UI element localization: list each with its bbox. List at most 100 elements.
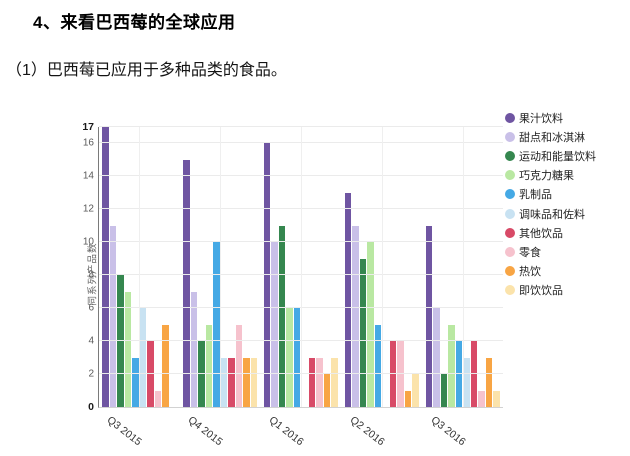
legend-swatch-icon	[505, 131, 515, 142]
bar-groups	[99, 127, 503, 407]
legend-item: 运动和能量饮料	[505, 146, 627, 165]
bar	[478, 390, 485, 407]
bar	[440, 374, 448, 407]
bar	[102, 127, 109, 407]
legend-item: 热饮	[505, 262, 627, 281]
legend-swatch-icon	[505, 208, 515, 219]
legend-label: 即饮饮品	[519, 285, 563, 298]
bar	[323, 374, 331, 407]
bar	[316, 357, 323, 407]
bar	[374, 324, 382, 407]
y-tick-label: 0	[88, 401, 94, 413]
legend-item: 零食	[505, 242, 627, 261]
legend-swatch-icon	[505, 189, 515, 200]
bar	[117, 275, 124, 407]
bar	[359, 258, 367, 407]
legend-label: 调味品和佐料	[519, 208, 585, 221]
legend-label: 运动和能量饮料	[519, 150, 596, 163]
legend-label: 乳制品	[519, 189, 552, 202]
page-title: 4、来看巴西莓的全球应用	[33, 13, 236, 32]
gridline-vertical	[301, 127, 302, 407]
bar-group-q2-2016	[341, 127, 422, 407]
y-tick-label: 17	[82, 121, 94, 133]
bar	[235, 324, 243, 407]
legend-swatch-icon	[505, 246, 515, 257]
bar	[183, 159, 190, 407]
legend-label: 巧克力糖果	[519, 170, 574, 183]
bar	[404, 390, 412, 407]
bar	[397, 341, 404, 407]
bar	[344, 192, 352, 407]
x-tick-label: Q3 2016	[428, 414, 468, 449]
y-tick-label: 14	[82, 170, 94, 182]
legend-swatch-icon	[505, 170, 515, 181]
y-tick-label: 4	[88, 335, 94, 347]
bar	[389, 341, 397, 407]
x-tick-label: Q4 2015	[185, 414, 225, 449]
bar	[154, 390, 162, 407]
y-tick-label: 12	[82, 203, 94, 215]
bar	[293, 308, 301, 407]
bar	[139, 308, 147, 407]
bar	[485, 357, 493, 407]
y-tick-label: 2	[88, 368, 94, 380]
bar	[425, 225, 433, 407]
legend: 果汁饮料甜点和冰淇淋 运动和能量饮料 巧克力糖果乳制品调味品和佐料 其他饮品零食热饮即…	[505, 108, 627, 300]
bar	[331, 357, 338, 407]
bar	[124, 291, 132, 407]
bar	[243, 357, 250, 407]
legend-swatch-icon	[505, 112, 515, 123]
legend-swatch-icon	[505, 227, 515, 238]
legend-swatch-icon	[505, 150, 515, 161]
plot-area: 0 2 4 6 8 10 12 14 16 17	[82, 121, 503, 413]
x-tick-label: Q3 2015	[105, 414, 145, 449]
bar	[162, 324, 169, 407]
bar	[205, 324, 213, 407]
page-subtitle: （1）巴西莓已应用于多种品类的食品。	[6, 62, 287, 79]
legend-swatch-icon	[505, 266, 515, 277]
legend-label: 果汁饮料	[519, 112, 563, 125]
bar	[433, 308, 440, 407]
bar	[278, 225, 286, 407]
legend-label: 甜点和冰淇淋	[519, 131, 585, 144]
legend-label: 其他饮品	[519, 227, 563, 240]
bar-group-q4-2015	[180, 127, 261, 407]
bar	[109, 225, 117, 407]
bar	[190, 291, 198, 407]
bar	[147, 341, 154, 407]
bar	[455, 341, 463, 407]
bar	[213, 242, 220, 407]
legend-item: 调味品和佐料	[505, 204, 627, 223]
gridline-vertical	[139, 127, 141, 407]
gridline-horizontal	[99, 126, 503, 127]
bar	[352, 225, 359, 407]
bar	[132, 357, 139, 407]
gridline-vertical	[462, 127, 464, 407]
bar	[198, 341, 205, 407]
legend-item: 巧克力糖果	[505, 166, 627, 185]
bar	[228, 357, 235, 407]
y-tick-label: 16	[82, 137, 94, 149]
bar	[271, 242, 278, 407]
legend-label: 零食	[519, 246, 541, 259]
bar	[493, 390, 500, 407]
gridline-vertical	[220, 127, 222, 407]
bar-group-q3-2015	[99, 127, 180, 407]
legend-swatch-icon	[505, 285, 515, 296]
bar	[463, 357, 470, 407]
x-tick-label: Q2 2016	[347, 414, 387, 449]
bar	[250, 357, 258, 407]
bar	[448, 324, 455, 407]
bar	[412, 374, 419, 407]
legend-item: 即饮饮品	[505, 281, 627, 300]
y-tick-label: 8	[88, 269, 94, 281]
y-tick-label: 10	[82, 236, 94, 248]
legend-item: 其他饮品	[505, 223, 627, 242]
bar	[286, 308, 293, 407]
legend-item: 果汁饮料	[505, 108, 627, 127]
bar	[470, 341, 478, 407]
bar	[367, 242, 374, 407]
bar	[308, 357, 316, 407]
legend-label: 热饮	[519, 266, 541, 279]
